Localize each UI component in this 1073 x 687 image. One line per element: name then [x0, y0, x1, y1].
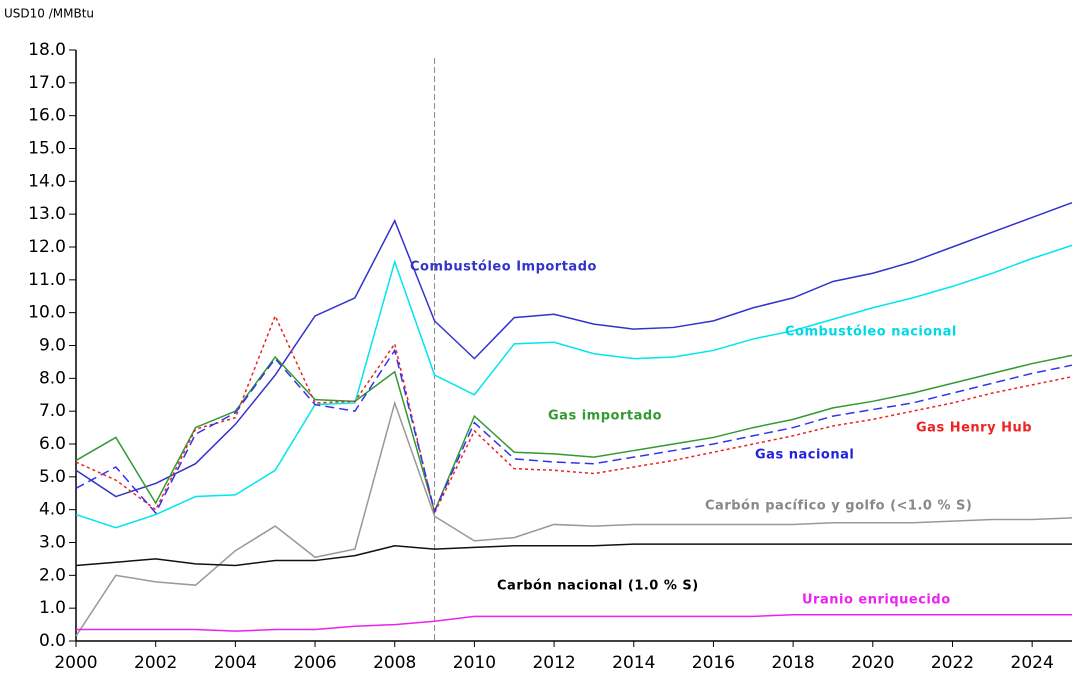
y-tick-label: 7.0 [39, 401, 66, 421]
y-tick-label: 9.0 [39, 336, 66, 356]
series-label: Uranio enriquecido [802, 593, 951, 608]
series-line [76, 613, 1072, 632]
series-line [75, 348, 1073, 515]
x-tick-label: 2002 [134, 653, 177, 673]
y-tick-label: 6.0 [39, 434, 66, 454]
y-tick-label: 15.0 [28, 139, 66, 159]
series-label: Gas importado [548, 409, 662, 424]
y-tick-label: 14.0 [28, 171, 66, 191]
x-tick-label: 2008 [373, 653, 416, 673]
series-line [75, 201, 1073, 498]
x-tick-label: 2022 [931, 653, 974, 673]
series-label: Combustóleo Importado [410, 260, 597, 275]
series-label: Carbón nacional (1.0 % S) [497, 579, 699, 594]
x-tick-label: 2018 [771, 653, 814, 673]
y-tick-label: 18.0 [28, 40, 66, 60]
y-axis-label: USD10 /MMBtu [4, 7, 94, 21]
x-tick-label: 2004 [214, 653, 257, 673]
series-line [75, 543, 1072, 567]
x-tick-label: 2024 [1011, 653, 1054, 673]
y-tick-label: 11.0 [28, 270, 66, 290]
series-line [75, 244, 1073, 529]
y-tick-label: 17.0 [28, 73, 66, 93]
x-tick-label: 2016 [692, 653, 735, 673]
x-tick-label: 2000 [54, 653, 97, 673]
y-tick-label: 12.0 [28, 237, 66, 257]
y-tick-label: 10.0 [28, 303, 66, 323]
y-tick-label: 5.0 [39, 467, 66, 487]
series-line [75, 314, 1073, 516]
y-tick-label: 3.0 [39, 533, 66, 553]
y-tick-label: 8.0 [39, 368, 66, 388]
y-tick-label: 13.0 [28, 204, 66, 224]
y-tick-label: 16.0 [28, 106, 66, 126]
series-label: Carbón pacífico y golfo (<1.0 % S) [705, 499, 972, 514]
series-label: Gas nacional [755, 448, 854, 463]
y-tick-label: 4.0 [39, 500, 66, 520]
y-tick-label: 2.0 [39, 565, 66, 585]
y-tick-label: 0.0 [39, 631, 66, 651]
y-tick-label: 1.0 [39, 598, 66, 618]
x-tick-label: 2020 [851, 653, 894, 673]
series-line [75, 400, 1073, 637]
x-tick-label: 2014 [612, 653, 655, 673]
x-tick-label: 2012 [532, 653, 575, 673]
series-label: Combustóleo nacional [785, 325, 957, 340]
x-tick-label: 2006 [293, 653, 336, 673]
x-tick-label: 2010 [453, 653, 496, 673]
series-label: Gas Henry Hub [916, 421, 1032, 436]
